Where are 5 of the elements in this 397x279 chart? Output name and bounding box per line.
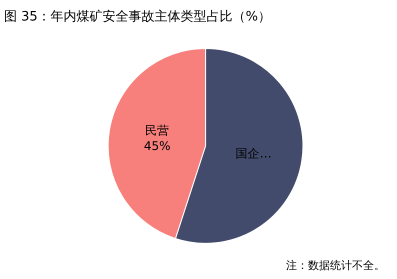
slice-label: 民营	[145, 123, 170, 138]
chart-title: 图 35：年内煤矿安全事故主体类型占比（%）	[4, 8, 271, 24]
text: 注：数据统计不全。	[286, 259, 385, 272]
data-label: 45%	[144, 139, 170, 154]
slice-label: 国企…	[236, 146, 272, 161]
